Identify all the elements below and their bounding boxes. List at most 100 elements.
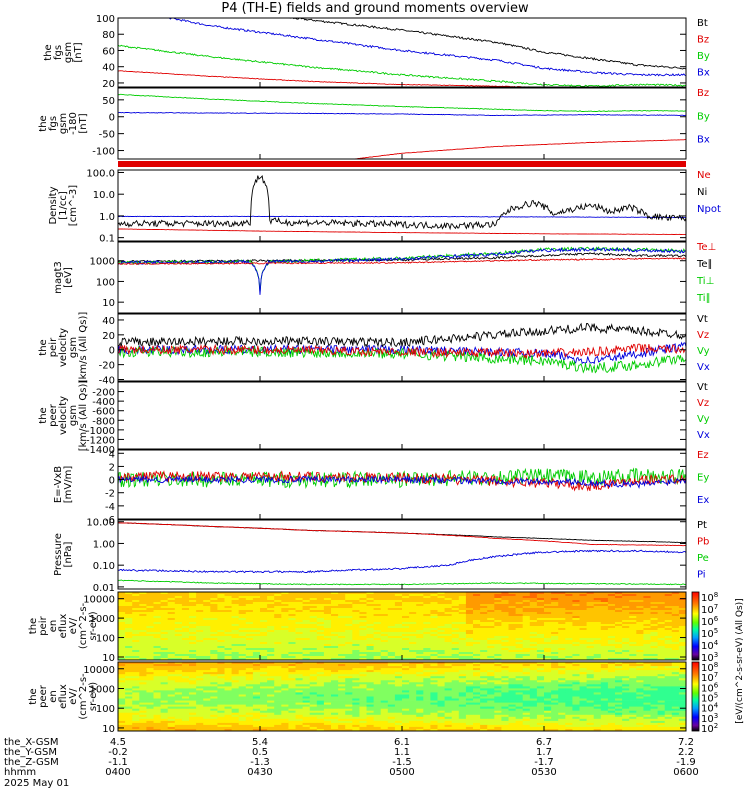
heatmap-cell	[402, 600, 410, 603]
heatmap-cell	[316, 612, 325, 615]
heatmap-cell	[224, 594, 232, 597]
heatmap-cell	[664, 602, 673, 605]
heatmap-cell	[139, 688, 147, 691]
heatmap-cell	[629, 602, 637, 605]
heatmap-cell	[146, 626, 154, 629]
heatmap-cell	[409, 678, 417, 681]
heatmap-cell	[196, 638, 204, 641]
heatmap-cell	[416, 710, 424, 714]
heatmap-cell	[295, 698, 303, 701]
heatmap-cell	[352, 594, 360, 597]
heatmap-cell	[544, 702, 552, 705]
heatmap-cell	[437, 592, 445, 595]
heatmap-cell	[231, 598, 240, 601]
heatmap-cell	[331, 664, 339, 667]
heatmap-cell	[366, 662, 374, 665]
heatmap-cell	[629, 696, 637, 699]
heatmap-cell	[366, 616, 374, 619]
heatmap-cell	[416, 600, 424, 603]
heatmap-cell	[515, 600, 524, 603]
heatmap-cell	[465, 664, 474, 667]
heatmap-cell	[323, 664, 332, 667]
heatmap-cell	[451, 636, 460, 639]
heatmap-cell	[345, 622, 353, 625]
ytick-label: 20	[102, 331, 115, 342]
heatmap-cell	[302, 666, 311, 669]
heatmap-cell	[288, 654, 296, 657]
heatmap-cell	[636, 632, 644, 635]
heatmap-cell	[189, 684, 197, 687]
heatmap-cell	[224, 618, 232, 621]
heatmap-cell	[643, 608, 651, 611]
heatmap-cell	[430, 672, 438, 675]
heatmap-cell	[529, 648, 538, 651]
heatmap-cell	[508, 672, 516, 675]
heatmap-cell	[409, 662, 417, 665]
heatmap-cell	[196, 610, 204, 613]
heatmap-cell	[196, 656, 204, 659]
heatmap-cell	[345, 664, 353, 667]
heatmap-cell	[529, 600, 538, 603]
heatmap-cell	[125, 692, 133, 695]
heatmap-cell	[181, 634, 190, 637]
heatmap-cell	[586, 682, 595, 685]
heatmap-cell	[316, 654, 325, 657]
heatmap-cell	[416, 692, 424, 695]
heatmap-cell	[366, 642, 374, 645]
heatmap-cell	[380, 710, 389, 714]
heatmap-cell	[657, 596, 666, 599]
heatmap-cell	[565, 648, 573, 651]
ytick-label: 1000	[90, 614, 115, 625]
heatmap-cell	[118, 634, 126, 637]
ytick-label: 10	[102, 298, 115, 309]
heatmap-cell	[544, 650, 552, 653]
heatmap-cell	[139, 594, 147, 597]
heatmap-cell	[245, 638, 254, 641]
heatmap-cell	[678, 612, 687, 615]
heatmap-cell	[473, 630, 481, 633]
heatmap-cell	[593, 600, 602, 603]
heatmap-cell	[387, 638, 396, 641]
heatmap-cell	[423, 710, 431, 714]
heatmap-cell	[494, 636, 502, 639]
heatmap-cell	[231, 676, 240, 679]
heatmap-cell	[373, 696, 382, 699]
heatmap-cell	[494, 672, 502, 675]
heatmap-cell	[323, 642, 332, 645]
heatmap-cell	[174, 608, 183, 611]
heatmap-cell	[480, 686, 488, 689]
heatmap-cell	[359, 696, 367, 699]
heatmap-cell	[331, 678, 339, 681]
heatmap-cell	[544, 696, 552, 699]
heatmap-cell	[125, 604, 133, 607]
heatmap-cell	[622, 598, 630, 601]
heatmap-cell	[196, 692, 204, 695]
heatmap-cell	[132, 700, 140, 703]
heatmap-cell	[536, 650, 545, 653]
heatmap-cell	[288, 634, 296, 637]
heatmap-cell	[458, 630, 467, 633]
heatmap-cell	[387, 600, 396, 603]
heatmap-cell	[245, 694, 254, 697]
heatmap-cell	[338, 606, 346, 609]
heatmap-cell	[451, 612, 460, 615]
heatmap-cell	[536, 602, 545, 605]
heatmap-cell	[380, 672, 389, 675]
heatmap-cell	[167, 614, 176, 617]
heatmap-cell	[551, 692, 559, 695]
heatmap-cell	[579, 706, 587, 709]
heatmap-cell	[380, 692, 389, 695]
heatmap-cell	[217, 670, 225, 673]
heatmap-cell	[267, 700, 275, 703]
heatmap-cell	[480, 708, 488, 712]
heatmap-cell	[174, 664, 183, 667]
heatmap-cell	[281, 610, 289, 613]
heatmap-cell	[338, 644, 346, 647]
heatmap-cell	[217, 702, 225, 705]
heatmap-cell	[515, 598, 524, 601]
heatmap-cell	[444, 600, 453, 603]
heatmap-cell	[359, 704, 367, 707]
heatmap-cell	[458, 600, 467, 603]
heatmap-cell	[579, 614, 587, 617]
heatmap-cell	[451, 650, 460, 653]
